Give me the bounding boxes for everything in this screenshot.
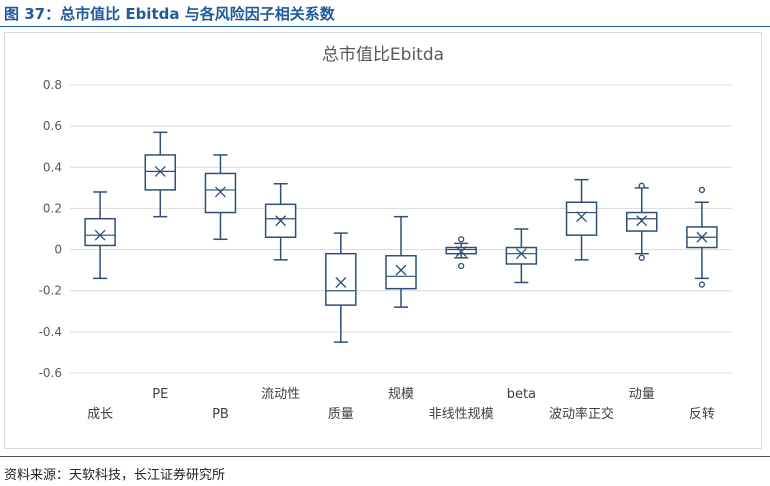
mean-marker — [154, 165, 166, 177]
box-6 — [445, 236, 477, 270]
iqr-box — [84, 217, 116, 247]
chart-title: 总市值比Ebitda — [322, 45, 444, 65]
x-category-label: 动量 — [629, 387, 655, 402]
title-divider — [0, 26, 770, 27]
box-2 — [204, 154, 237, 241]
figure-title: 图 37：总市值比 Ebitda 与各风险因子相关系数 — [4, 5, 335, 23]
x-category-label: 质量 — [328, 407, 354, 422]
box-3 — [264, 182, 297, 261]
x-category-label: 反转 — [689, 407, 715, 422]
outlier-point — [458, 236, 465, 243]
box-5 — [385, 215, 417, 308]
iqr-box — [144, 154, 177, 191]
y-tick-label: 0 — [54, 243, 62, 257]
mean-marker — [576, 211, 588, 223]
iqr-box — [204, 172, 237, 214]
x-category-label: beta — [507, 387, 536, 402]
y-tick-label: 0.8 — [43, 78, 62, 92]
box-9 — [625, 182, 658, 261]
mean-marker — [335, 277, 347, 288]
x-category-label: PB — [212, 407, 229, 422]
mean-marker — [515, 248, 527, 260]
y-tick-label: 0.2 — [43, 201, 62, 215]
box-plot-chart: 总市值比Ebitda -0.6 -0.4 -0.2 0 0.2 0.4 0.6 0.8 成长 PE… — [39, 45, 732, 422]
iqr-box — [625, 211, 658, 232]
x-category-label: 规模 — [388, 387, 414, 402]
box-4 — [325, 232, 357, 343]
iqr-box — [565, 201, 598, 236]
mean-marker — [696, 231, 708, 243]
mean-marker — [275, 215, 287, 227]
y-tick-label: -0.6 — [39, 366, 62, 380]
outlier-point — [698, 281, 706, 288]
outlier-point — [638, 254, 645, 261]
y-tick-label: 0.6 — [43, 119, 62, 133]
box-7 — [505, 228, 538, 284]
x-category-label: 成长 — [87, 407, 113, 422]
iqr-box — [445, 246, 477, 255]
mean-marker — [214, 186, 226, 198]
source-note: 资料来源：天软科技，长江证券研究所 — [4, 468, 226, 483]
box-0 — [84, 191, 116, 280]
mean-marker — [455, 246, 467, 258]
mean-marker — [636, 215, 648, 227]
x-category-label: 非线性规模 — [429, 407, 494, 422]
iqr-box — [505, 246, 538, 265]
iqr-box — [385, 254, 417, 290]
x-category-label: PE — [152, 387, 168, 402]
iqr-box — [325, 252, 357, 306]
chart-frame — [4, 32, 762, 449]
box-10 — [686, 186, 718, 288]
mean-marker — [94, 229, 106, 241]
outlier-point — [638, 182, 645, 189]
y-tick-label: -0.4 — [39, 325, 62, 339]
outlier-point — [458, 262, 465, 270]
y-tick-label: -0.2 — [39, 284, 62, 298]
box-8 — [565, 178, 598, 261]
x-category-label: 流动性 — [261, 387, 300, 402]
box-1 — [144, 131, 177, 218]
mean-marker — [395, 264, 407, 276]
outlier-point — [698, 186, 706, 194]
x-category-label: 波动率正交 — [549, 406, 614, 422]
footer-divider — [0, 456, 770, 457]
y-tick-label: 0.4 — [43, 160, 62, 174]
